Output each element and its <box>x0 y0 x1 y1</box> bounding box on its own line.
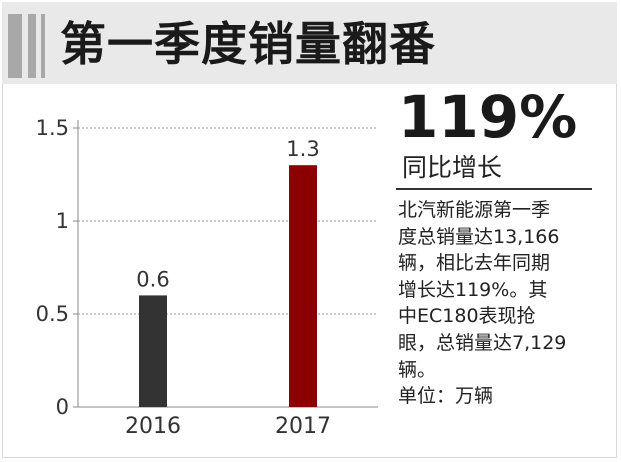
growth-percentage: 119% <box>398 83 578 151</box>
y-tick-label: 1 <box>56 209 69 233</box>
data-label-2017: 1.3 <box>286 137 319 161</box>
bar-chart: 0 0.5 1 1.5 0.6 2016 1.3 2017 <box>36 116 378 439</box>
bar-2017 <box>289 165 317 407</box>
description-line: 辆，相比去年同期 <box>398 252 551 275</box>
growth-caption: 同比增长 <box>402 153 503 182</box>
page-title: 第一季度销量翻番 <box>60 17 436 71</box>
description-line: 北汽新能源第一季 <box>398 199 551 221</box>
y-tick-label: 0 <box>56 395 69 419</box>
description-line: 眼，总销量达7,129 <box>398 331 567 354</box>
stripe-decoration <box>8 14 48 78</box>
chart-axes: 0 0.5 1 1.5 <box>36 116 378 419</box>
title-banner: 第一季度销量翻番 <box>2 2 617 84</box>
description: 北汽新能源第一季 度总销量达13,166 辆，相比去年同期 增长达119%。其 … <box>398 197 603 410</box>
x-tick-label-2016: 2016 <box>125 414 181 439</box>
description-line: 辆。 <box>398 358 437 381</box>
bar-2016 <box>139 295 167 407</box>
description-line: 度总销量达13,166 <box>398 225 560 248</box>
data-label-2016: 0.6 <box>136 267 169 291</box>
y-tick-label: 1.5 <box>36 116 69 140</box>
unit-label: 单位：万辆 <box>398 385 494 408</box>
chart-marks: 0.6 2016 1.3 2017 <box>125 137 331 439</box>
divider <box>396 188 592 190</box>
y-tick-label: 0.5 <box>36 302 69 326</box>
x-tick-label-2017: 2017 <box>275 414 331 439</box>
description-line: 中EC180表现抢 <box>398 305 536 328</box>
description-line: 增长达119%。其 <box>398 278 548 301</box>
